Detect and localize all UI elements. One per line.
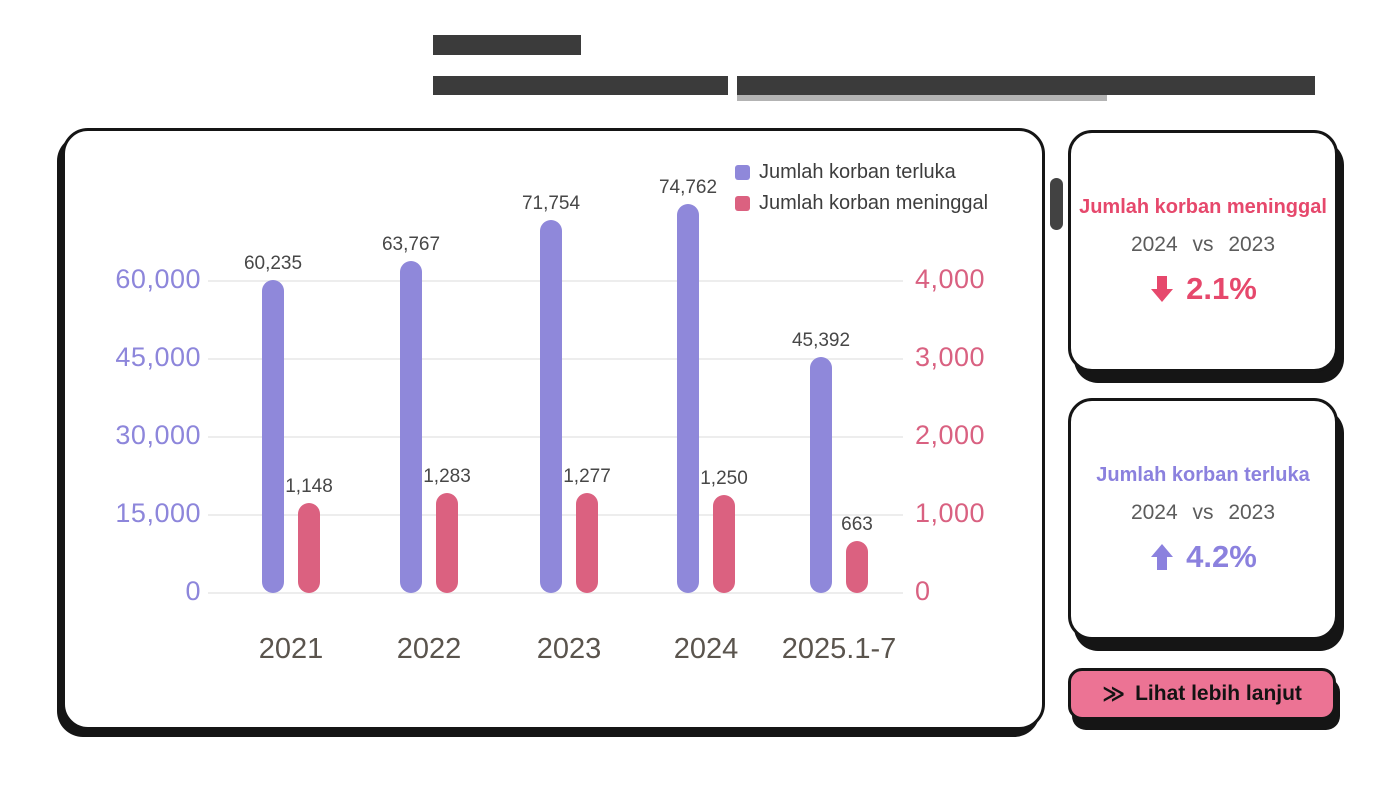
bar-meninggal[interactable] bbox=[436, 493, 458, 593]
bar-terluka[interactable] bbox=[810, 357, 832, 593]
bar-value-label-meninggal: 1,283 bbox=[423, 466, 471, 487]
category-label: 2024 bbox=[673, 633, 739, 665]
scrollbar-thumb[interactable] bbox=[1050, 178, 1063, 230]
legend-item-meninggal: Jumlah korban meninggal bbox=[735, 192, 988, 215]
lihat-lebih-lanjut-button[interactable]: ≫ Lihat lebih lanjut bbox=[1068, 668, 1336, 720]
legend-label: Jumlah korban terluka bbox=[759, 161, 956, 183]
redacted-subtitle-bar-left bbox=[433, 76, 728, 95]
stat-comparison: 2024 vs 2023 bbox=[1130, 232, 1276, 256]
bar-value-label-terluka: 63,767 bbox=[381, 234, 441, 255]
bar-chart: 0 0 15,000 1,000 30,000 2,000 45,000 3,000 60,00… bbox=[65, 131, 1042, 727]
bar-terluka[interactable] bbox=[677, 204, 699, 593]
right-axis-tick-label: 3,000 bbox=[915, 342, 986, 372]
left-axis-tick-label: 30,000 bbox=[115, 420, 201, 450]
bar-value-label-meninggal: 1,277 bbox=[563, 466, 611, 487]
category-label: 2022 bbox=[396, 633, 462, 665]
bar-meninggal[interactable] bbox=[846, 541, 868, 593]
left-axis-tick-label: 15,000 bbox=[115, 498, 201, 528]
stat-card-terluka: Jumlah korban terluka 2024 vs 2023 4.2% bbox=[1068, 398, 1338, 640]
bar-terluka[interactable] bbox=[400, 261, 422, 593]
stat-comparison: 2024 vs 2023 bbox=[1130, 500, 1276, 524]
category-label: 2021 bbox=[258, 633, 324, 665]
stat-card-title: Jumlah korban meninggal bbox=[1079, 195, 1327, 218]
chart-card: 0 0 15,000 1,000 30,000 2,000 45,000 3,000 60,00… bbox=[62, 128, 1045, 730]
right-axis-tick-label: 1,000 bbox=[915, 498, 986, 528]
bar-value-label-meninggal: 1,250 bbox=[700, 468, 748, 489]
bar-value-label-terluka: 45,392 bbox=[791, 330, 851, 351]
redacted-title-bar bbox=[433, 35, 581, 55]
stat-change-row: 2.1% bbox=[1149, 271, 1257, 307]
arrow-up-icon bbox=[1149, 542, 1175, 572]
legend-label: Jumlah korban meninggal bbox=[759, 192, 989, 214]
gridline bbox=[208, 592, 903, 594]
left-axis-tick-label: 45,000 bbox=[115, 342, 201, 372]
bar-value-label-terluka: 74,762 bbox=[658, 177, 718, 198]
redacted-subtitle-bar-right bbox=[737, 76, 1315, 95]
bar-terluka[interactable] bbox=[540, 220, 562, 593]
bar-terluka[interactable] bbox=[262, 280, 284, 593]
chart-legend: Jumlah korban terluka Jumlah korban menin… bbox=[735, 161, 988, 215]
bar-value-label-terluka: 71,754 bbox=[521, 193, 581, 214]
right-axis-tick-label: 2,000 bbox=[915, 420, 986, 450]
legend-swatch bbox=[735, 196, 750, 211]
left-axis-tick-label: 60,000 bbox=[115, 264, 201, 294]
bar-meninggal[interactable] bbox=[713, 495, 735, 593]
button-label: Lihat lebih lanjut bbox=[1135, 682, 1302, 705]
bar-meninggal[interactable] bbox=[298, 503, 320, 593]
right-axis-tick-label: 4,000 bbox=[915, 264, 986, 294]
bar-meninggal[interactable] bbox=[576, 493, 598, 593]
stat-change-value: 2.1% bbox=[1186, 270, 1257, 306]
legend-item-terluka: Jumlah korban terluka bbox=[735, 161, 988, 184]
category-label: 2025.1-7 bbox=[781, 633, 897, 665]
arrow-down-icon bbox=[1149, 274, 1175, 304]
stat-card-title: Jumlah korban terluka bbox=[1096, 463, 1310, 486]
left-axis-tick-label: 0 bbox=[185, 576, 201, 606]
stat-change-value: 4.2% bbox=[1186, 538, 1257, 574]
legend-swatch bbox=[735, 165, 750, 180]
stat-card-meninggal: Jumlah korban meninggal 2024 vs 2023 2.1… bbox=[1068, 130, 1338, 372]
redacted-subtitle-underline bbox=[737, 95, 1107, 101]
right-axis-tick-label: 0 bbox=[915, 576, 931, 606]
double-chevron-right-icon: ≫ bbox=[1102, 681, 1126, 706]
bar-value-label-meninggal: 1,148 bbox=[285, 476, 333, 497]
bar-value-label-terluka: 60,235 bbox=[243, 253, 303, 274]
stat-change-row: 4.2% bbox=[1149, 539, 1257, 575]
bar-value-label-meninggal: 663 bbox=[841, 514, 873, 535]
category-label: 2023 bbox=[536, 633, 602, 665]
